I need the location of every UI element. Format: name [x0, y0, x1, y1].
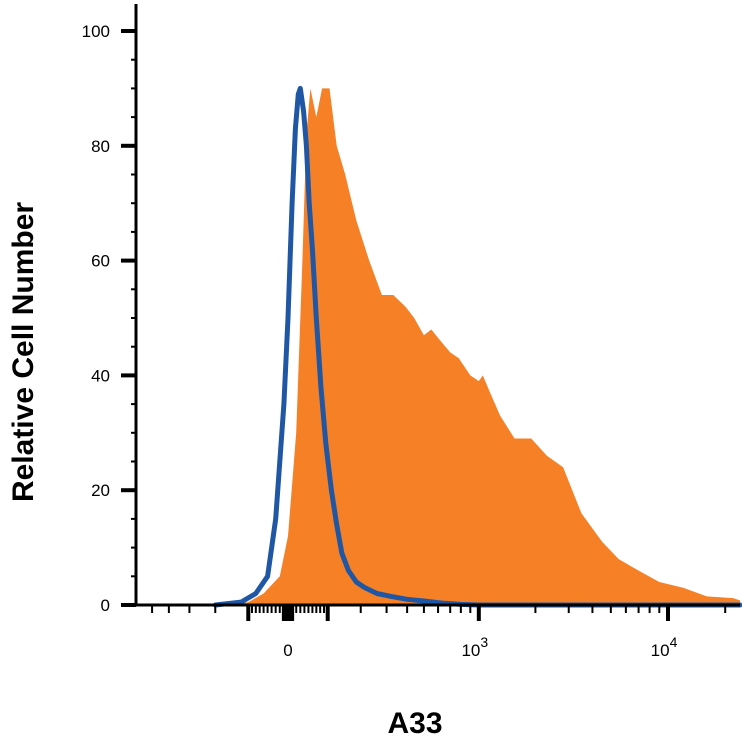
y-tick-label: 0: [101, 596, 110, 615]
y-tick-label: 100: [82, 22, 110, 41]
y-tick-label: 80: [91, 137, 110, 156]
x-axis-title: A33: [387, 707, 442, 740]
y-tick-label: 60: [91, 252, 110, 271]
y-tick-label: 20: [91, 481, 110, 500]
x-tick-label: 0: [283, 641, 292, 660]
y-axis-ticks: 0 20 40 60 80 100: [82, 22, 136, 615]
x-tick-label: 103: [461, 634, 488, 660]
x-axis-ticks: 0 103 104: [151, 605, 727, 660]
series-1-line: [212, 85, 742, 608]
x-tick-label: 104: [651, 634, 678, 660]
y-tick-label: 40: [91, 366, 110, 385]
series-0-area: [230, 88, 741, 605]
plot-series-group: [212, 85, 742, 608]
y-axis-title: Relative Cell Number: [7, 202, 40, 502]
